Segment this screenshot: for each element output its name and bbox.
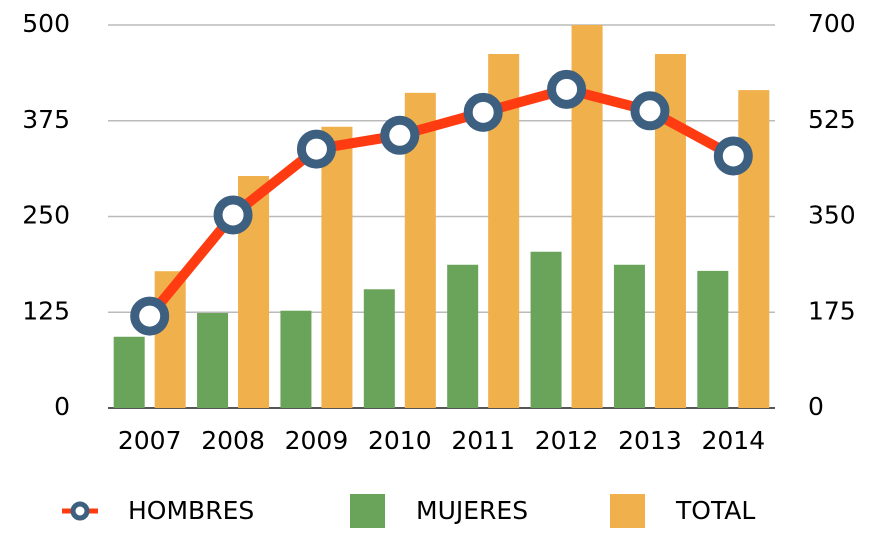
y2-tick-label: 0 bbox=[808, 392, 824, 421]
bar bbox=[197, 313, 229, 408]
y2-tick-label: 700 bbox=[808, 9, 856, 38]
bar bbox=[697, 270, 729, 408]
legend-label: TOTAL bbox=[675, 496, 755, 525]
bar bbox=[280, 310, 312, 408]
y-tick-label: 250 bbox=[22, 201, 70, 230]
x-tick-label: 2009 bbox=[285, 426, 349, 455]
x-tick-label: 2013 bbox=[618, 426, 682, 455]
y-tick-label: 125 bbox=[22, 296, 70, 325]
y2-tick-label: 525 bbox=[808, 105, 856, 134]
marker bbox=[463, 92, 503, 132]
bar bbox=[613, 264, 645, 408]
x-tick-label: 2008 bbox=[201, 426, 265, 455]
y-tick-label: 0 bbox=[54, 392, 70, 421]
x-tick-label: 2014 bbox=[702, 426, 766, 455]
y2-tick-label: 350 bbox=[808, 201, 856, 230]
bar bbox=[738, 90, 770, 409]
y-tick-label: 375 bbox=[22, 105, 70, 134]
bar bbox=[363, 289, 395, 408]
bar bbox=[530, 251, 562, 408]
marker bbox=[380, 115, 420, 155]
legend-label: HOMBRES bbox=[128, 496, 254, 525]
bar bbox=[447, 264, 479, 408]
y-tick-label: 500 bbox=[22, 9, 70, 38]
legend-label: MUJERES bbox=[416, 496, 528, 525]
marker bbox=[630, 91, 670, 131]
legend-swatch bbox=[610, 494, 645, 528]
bar bbox=[113, 336, 145, 408]
marker bbox=[547, 69, 587, 109]
x-tick-label: 2010 bbox=[368, 426, 432, 455]
marker bbox=[296, 129, 336, 169]
y2-tick-label: 175 bbox=[808, 296, 856, 325]
x-tick-label: 2011 bbox=[451, 426, 515, 455]
bar bbox=[321, 126, 353, 409]
marker bbox=[213, 195, 253, 235]
x-tick-label: 2007 bbox=[118, 426, 182, 455]
x-tick-label: 2012 bbox=[535, 426, 599, 455]
marker bbox=[130, 296, 170, 336]
legend-swatch bbox=[350, 494, 385, 528]
legend-marker bbox=[70, 501, 90, 521]
marker bbox=[713, 136, 753, 176]
